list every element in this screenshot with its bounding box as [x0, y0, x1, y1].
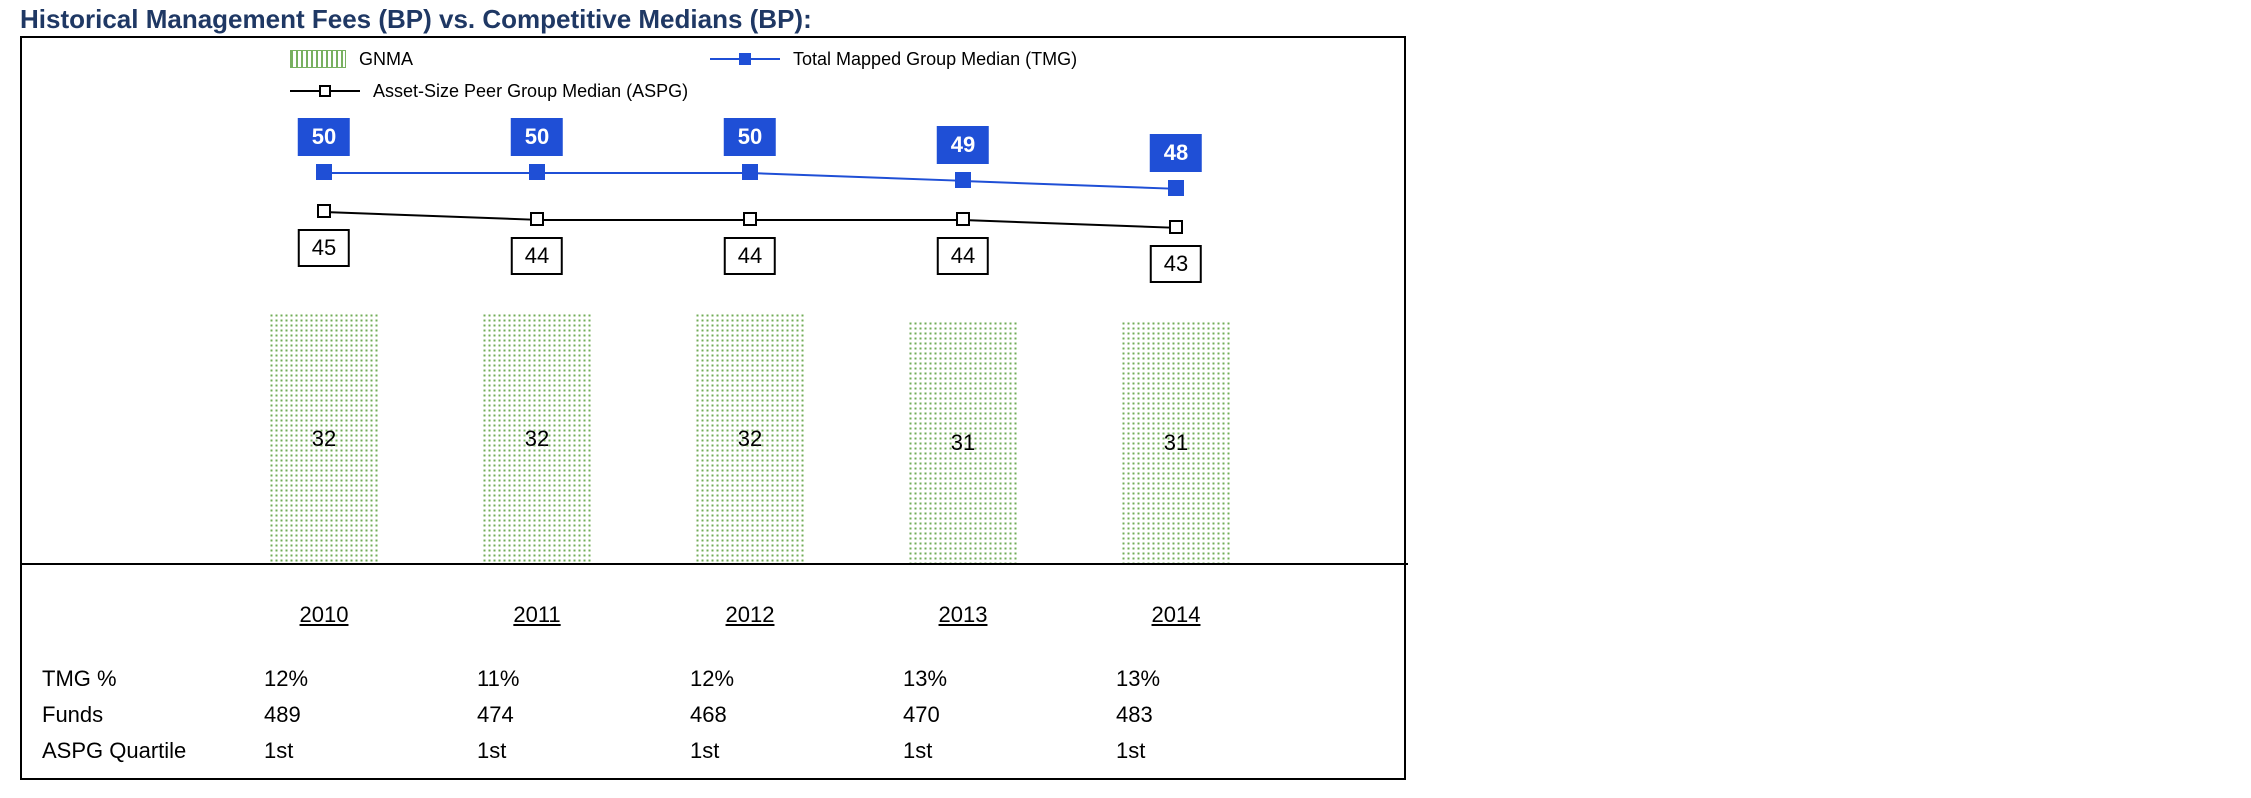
- plot-baseline: [22, 563, 1408, 565]
- aspg-quartile-cell: 1st: [903, 738, 1023, 764]
- aspg-value-label: 43: [1150, 245, 1202, 283]
- tmg-value-label: 50: [724, 118, 776, 156]
- page-root: Historical Management Fees (BP) vs. Comp…: [0, 0, 2251, 798]
- gnma-bar-value: 32: [312, 426, 336, 452]
- tmg-marker: [1168, 180, 1184, 196]
- aspg-line-seg: [537, 219, 750, 221]
- gnma-bar-value: 31: [1164, 430, 1188, 456]
- tmg-pct-cell: 13%: [1116, 666, 1236, 692]
- aspg-line-seg: [750, 219, 963, 221]
- funds-cell: 483: [1116, 702, 1236, 728]
- year-label: 2011: [513, 602, 560, 628]
- funds-cell: 474: [477, 702, 597, 728]
- year-label: 2010: [300, 602, 349, 628]
- gnma-bar-value: 32: [738, 426, 762, 452]
- aspg-quartile-label: ASPG Quartile: [42, 738, 186, 764]
- aspg-marker: [743, 212, 757, 226]
- funds-label: Funds: [42, 702, 103, 728]
- year-label: 2014: [1152, 602, 1201, 628]
- aspg-quartile-cell: 1st: [477, 738, 597, 764]
- aspg-value-label: 44: [724, 237, 776, 275]
- tmg-marker: [742, 164, 758, 180]
- tmg-pct-label: TMG %: [42, 666, 117, 692]
- tmg-value-label: 49: [937, 126, 989, 164]
- tmg-pct-cell: 12%: [264, 666, 384, 692]
- chart-title: Historical Management Fees (BP) vs. Comp…: [20, 4, 812, 35]
- aspg-value-label: 44: [511, 237, 563, 275]
- funds-cell: 468: [690, 702, 810, 728]
- year-label: 2012: [726, 602, 775, 628]
- tmg-line-seg: [750, 172, 963, 182]
- aspg-line-seg: [324, 211, 537, 221]
- legend-aspg: Asset-Size Peer Group Median (ASPG): [290, 80, 688, 102]
- tmg-value-label: 50: [511, 118, 563, 156]
- tmg-line-seg: [963, 180, 1176, 190]
- aspg-quartile-cell: 1st: [1116, 738, 1236, 764]
- tmg-line-seg: [324, 172, 537, 174]
- tmg-marker: [955, 172, 971, 188]
- legend-tmg: Total Mapped Group Median (TMG): [710, 48, 1077, 70]
- aspg-marker: [317, 204, 331, 218]
- aspg-marker: [530, 212, 544, 226]
- gnma-bar-value: 32: [525, 426, 549, 452]
- tmg-value-label: 48: [1150, 134, 1202, 172]
- gnma-bar-value: 31: [951, 430, 975, 456]
- funds-cell: 489: [264, 702, 384, 728]
- chart-inner: GNMA Total Mapped Group Median (TMG) Ass…: [22, 38, 1408, 782]
- tmg-pct-cell: 12%: [690, 666, 810, 692]
- legend-gnma-swatch: [290, 50, 346, 68]
- legend-gnma-label: GNMA: [359, 49, 413, 70]
- legend-tmg-sample: [710, 52, 780, 66]
- tmg-pct-cell: 13%: [903, 666, 1023, 692]
- aspg-quartile-cell: 1st: [690, 738, 810, 764]
- legend-tmg-label: Total Mapped Group Median (TMG): [793, 49, 1077, 70]
- legend-aspg-label: Asset-Size Peer Group Median (ASPG): [373, 81, 688, 102]
- tmg-line-seg: [537, 172, 750, 174]
- year-label: 2013: [939, 602, 988, 628]
- aspg-value-label: 44: [937, 237, 989, 275]
- tmg-marker: [529, 164, 545, 180]
- legend-gnma: GNMA: [290, 48, 413, 70]
- legend-aspg-sample: [290, 84, 360, 98]
- funds-cell: 470: [903, 702, 1023, 728]
- tmg-pct-cell: 11%: [477, 666, 597, 692]
- aspg-marker: [1169, 220, 1183, 234]
- aspg-marker: [956, 212, 970, 226]
- aspg-value-label: 45: [298, 229, 350, 267]
- tmg-marker: [316, 164, 332, 180]
- tmg-value-label: 50: [298, 118, 350, 156]
- aspg-quartile-cell: 1st: [264, 738, 384, 764]
- aspg-line-seg: [963, 219, 1176, 229]
- chart-frame: GNMA Total Mapped Group Median (TMG) Ass…: [20, 36, 1406, 780]
